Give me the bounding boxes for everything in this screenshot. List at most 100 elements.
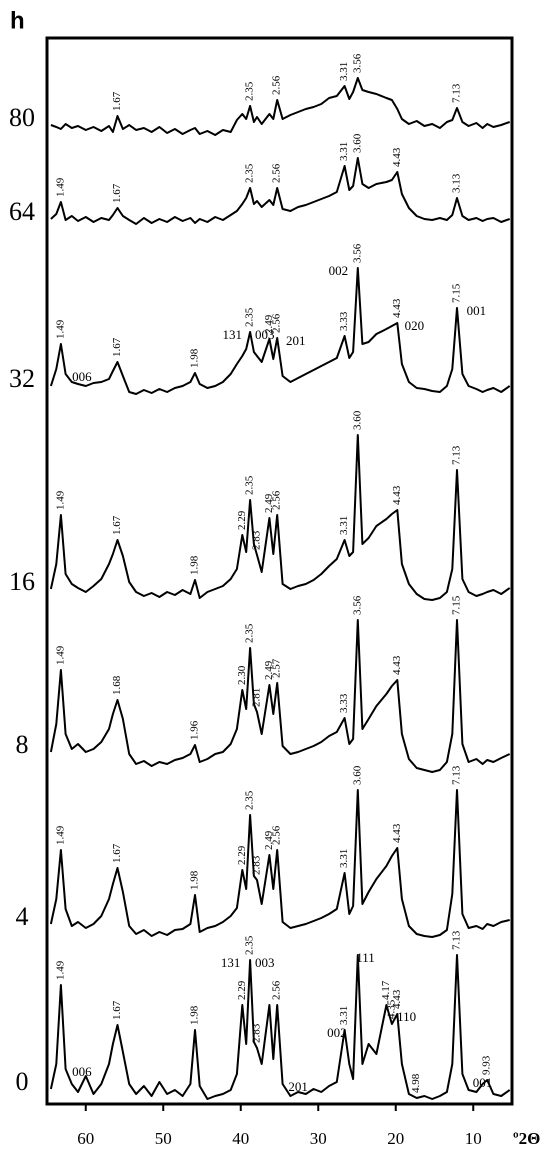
peak-label: 4.43 bbox=[391, 823, 403, 843]
peak-label: 2.81 bbox=[251, 688, 263, 707]
peak-label: 4.43 bbox=[391, 147, 403, 167]
peak-label: 2.29 bbox=[236, 845, 248, 865]
peak-label: 3.13 bbox=[451, 173, 463, 193]
peak-label: 1.49 bbox=[54, 825, 66, 845]
peak-label: 2.35 bbox=[244, 307, 256, 327]
hkl-label: 002 bbox=[329, 263, 349, 278]
hkl-label: 002 bbox=[327, 1025, 347, 1040]
peak-label: 2.35 bbox=[244, 475, 256, 495]
series-label: 32 bbox=[9, 364, 35, 393]
peak-label: 2.49 bbox=[263, 830, 275, 850]
hkl-label: 001 bbox=[467, 303, 487, 318]
peak-label: 2.29 bbox=[236, 980, 248, 1000]
x-axis-label: º2Θ bbox=[513, 1129, 540, 1148]
peak-label: 3.60 bbox=[351, 133, 363, 153]
x-tick-label: 60 bbox=[77, 1129, 94, 1148]
peak-label: 1.98 bbox=[189, 870, 201, 890]
hkl-label: 111 bbox=[356, 950, 375, 965]
peak-label: 1.98 bbox=[189, 1005, 201, 1025]
peak-label: 2.56 bbox=[271, 313, 283, 333]
peak-label: 2.35 bbox=[244, 163, 256, 183]
peak-label: 7.13 bbox=[451, 765, 463, 785]
peak-label: 7.13 bbox=[451, 83, 463, 103]
peak-label: 4.43 bbox=[391, 298, 403, 318]
peak-label: 2.56 bbox=[271, 163, 283, 183]
peak-label: 2.83 bbox=[251, 1023, 263, 1043]
peak-label: 3.31 bbox=[338, 516, 350, 535]
x-tick-label: 40 bbox=[232, 1129, 249, 1148]
pattern-line bbox=[49, 267, 511, 395]
peak-label: 2.83 bbox=[251, 530, 263, 550]
hkl-label: 020 bbox=[405, 318, 425, 333]
peak-label: 1.49 bbox=[54, 319, 66, 339]
peak-label: 3.33 bbox=[338, 693, 350, 713]
series-label: 16 bbox=[9, 567, 35, 596]
peak-label: 3.56 bbox=[351, 53, 363, 73]
peak-label: 1.49 bbox=[54, 177, 66, 197]
peak-label: 2.30 bbox=[236, 665, 248, 685]
x-tick-label: 20 bbox=[387, 1129, 404, 1148]
series-label: 8 bbox=[16, 730, 29, 759]
peak-label: 2.49 bbox=[263, 660, 275, 680]
pattern-line bbox=[49, 789, 510, 938]
peak-label: 7.15 bbox=[451, 283, 463, 303]
peak-label: 1.67 bbox=[111, 183, 123, 203]
series-label: 64 bbox=[9, 197, 35, 226]
peak-label: 1.67 bbox=[111, 91, 123, 111]
peak-label: 3.33 bbox=[338, 311, 350, 331]
pattern-line bbox=[49, 619, 511, 773]
peak-label: 1.49 bbox=[54, 645, 66, 665]
x-tick-label: 30 bbox=[310, 1129, 327, 1148]
peak-label: 1.98 bbox=[189, 555, 201, 575]
peak-label: 3.31 bbox=[338, 1006, 350, 1025]
series-label: 0 bbox=[16, 1067, 29, 1096]
peak-label: 4.43 bbox=[391, 989, 403, 1009]
pattern-line bbox=[49, 954, 511, 1100]
peak-label: 1.96 bbox=[189, 720, 201, 740]
hkl-label: 001 bbox=[473, 1075, 493, 1090]
peak-label: 3.60 bbox=[351, 765, 363, 785]
peak-label: 4.43 bbox=[391, 485, 403, 505]
hkl-label: 201 bbox=[286, 333, 306, 348]
peak-label: 1.67 bbox=[111, 337, 123, 357]
peak-label: 2.35 bbox=[244, 790, 256, 810]
series-label: 80 bbox=[9, 103, 35, 132]
peak-label: 7.13 bbox=[451, 445, 463, 465]
peak-label: 2.35 bbox=[244, 81, 256, 101]
hkl-label: 006 bbox=[72, 1064, 92, 1079]
peak-label: 2.57 bbox=[271, 658, 283, 678]
hkl-label: 131 bbox=[222, 327, 242, 342]
peak-label: 2.49 bbox=[263, 314, 275, 334]
peak-label: 2.83 bbox=[251, 855, 263, 875]
peak-label: 2.56 bbox=[271, 980, 283, 1000]
hkl-label: 003 bbox=[255, 955, 275, 970]
peak-label: 4.98 bbox=[410, 1073, 422, 1093]
pattern-line bbox=[50, 157, 511, 225]
peak-label: 3.56 bbox=[351, 243, 363, 263]
panel-label: h bbox=[10, 7, 25, 34]
peak-label: 3.31 bbox=[338, 62, 350, 81]
peak-label: 3.31 bbox=[338, 849, 350, 868]
hkl-label: 110 bbox=[397, 1009, 416, 1024]
peak-label: 9.93 bbox=[481, 1055, 493, 1075]
peak-label: 1.67 bbox=[111, 843, 123, 863]
peak-label: 1.49 bbox=[54, 960, 66, 980]
peak-label: 2.35 bbox=[244, 935, 256, 955]
peak-label: 7.15 bbox=[451, 595, 463, 615]
peak-label: 7.13 bbox=[451, 930, 463, 950]
pattern-line bbox=[50, 77, 511, 136]
plot-frame bbox=[45, 36, 514, 1106]
hkl-label: 003 bbox=[255, 327, 275, 342]
peak-label: 1.49 bbox=[54, 490, 66, 510]
peak-label: 2.29 bbox=[236, 510, 248, 530]
hkl-label: 201 bbox=[288, 1079, 308, 1094]
peak-label: 4.17 bbox=[380, 980, 392, 1000]
peak-label: 3.31 bbox=[338, 142, 350, 161]
peak-label: 1.68 bbox=[111, 675, 123, 695]
peak-label: 4.43 bbox=[391, 655, 403, 675]
peak-label: 2.49 bbox=[263, 493, 275, 513]
peak-label: 2.35 bbox=[244, 623, 256, 643]
x-tick-label: 50 bbox=[155, 1129, 172, 1148]
hkl-label: 006 bbox=[72, 369, 92, 384]
